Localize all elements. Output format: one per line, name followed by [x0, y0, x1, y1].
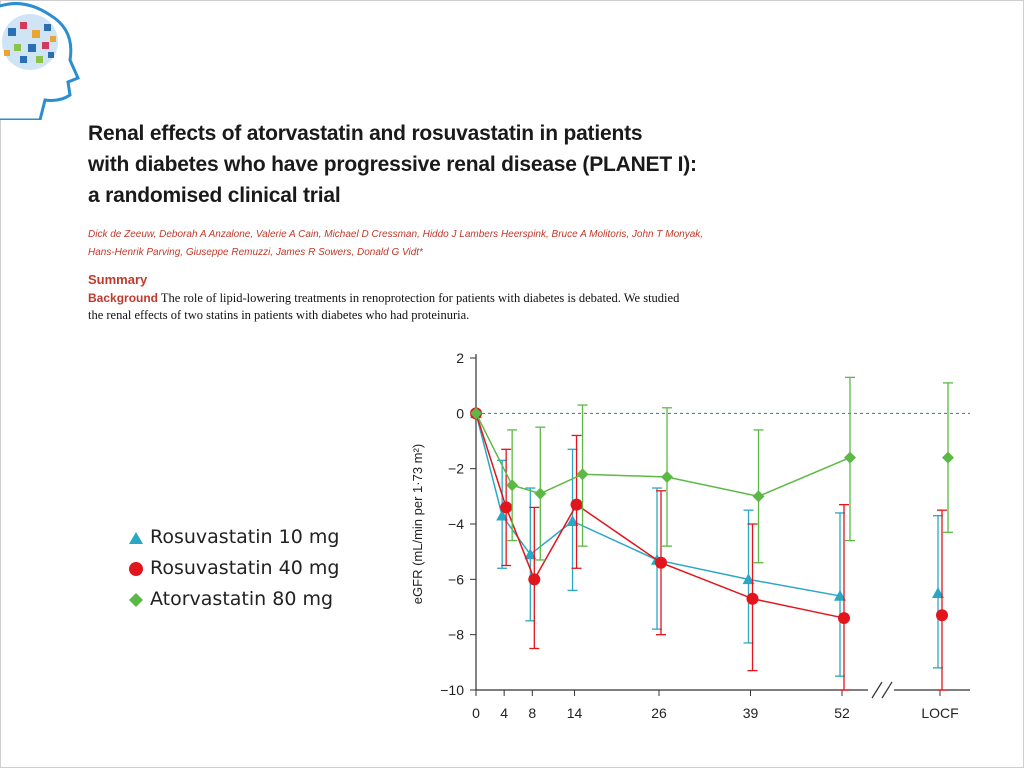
data-point-triangle — [932, 587, 944, 598]
data-point-circle — [655, 556, 667, 569]
data-point-circle — [500, 501, 513, 514]
egfr-chart: 2 0 −2 −4 −6 −8 −10 0 4 8 14 26 39 52 LOCF eGFR (mL/min… — [410, 350, 970, 721]
series-line — [475, 412, 851, 498]
x-tick-label: 0 — [472, 705, 480, 721]
x-tick-label: LOCF — [921, 705, 958, 721]
data-point-triangle — [742, 573, 755, 585]
data-point-circle — [746, 592, 759, 605]
data-point-triangle — [566, 515, 579, 527]
data-point-diamond — [661, 470, 673, 483]
legend-label: Rosuvastatin 10 mg — [150, 526, 340, 548]
background-label: Background — [88, 291, 159, 305]
title-line: a randomised clinical trial — [88, 184, 341, 207]
y-tick-label: 2 — [456, 350, 464, 366]
author-list: Dick de Zeeuw, Deborah A Anzalone, Valer… — [88, 226, 768, 262]
paper-title: Renal effects of atorvastatin and rosuva… — [88, 118, 788, 211]
legend-item-rosuvastatin-10: Rosuvastatin 10 mg — [128, 522, 339, 553]
y-tick-label: −8 — [448, 627, 464, 643]
x-tick-label: 14 — [567, 705, 583, 721]
axis-break-mark — [871, 681, 883, 699]
data-point-diamond — [470, 407, 482, 420]
y-tick-label: 0 — [456, 405, 464, 421]
data-point-diamond — [576, 468, 589, 481]
data-point-diamond — [534, 487, 547, 500]
triangle-marker-icon — [129, 531, 143, 544]
data-point-circle — [838, 612, 850, 625]
y-tick-label: −4 — [448, 516, 464, 532]
background-line: the renal effects of two statins in pati… — [88, 308, 470, 322]
circle-marker-icon — [129, 561, 143, 576]
data-point-circle — [570, 498, 583, 511]
x-tick-label: 39 — [743, 705, 759, 721]
title-line: with diabetes who have progressive renal… — [88, 153, 697, 176]
chart-legend: Rosuvastatin 10 mg Rosuvastatin 40 mg At… — [128, 522, 339, 615]
author-line: Dick de Zeeuw, Deborah A Anzalone, Valer… — [88, 229, 704, 240]
axis-break-mark — [881, 681, 893, 699]
y-axis-label: eGFR (mL/min per 1·73 m²) — [410, 444, 425, 604]
data-point-circle — [936, 609, 948, 622]
data-point-triangle — [496, 509, 509, 521]
background-text: The role of lipid-lowering treatments in… — [160, 291, 680, 305]
data-point-diamond — [942, 451, 954, 464]
legend-label: Rosuvastatin 40 mg — [150, 557, 340, 579]
diamond-marker-icon — [129, 592, 143, 607]
x-tick-label: 8 — [528, 705, 536, 721]
data-point-diamond — [506, 479, 519, 492]
data-point-circle — [528, 573, 541, 586]
data-point-triangle — [524, 548, 537, 560]
legend-label: Atorvastatin 80 mg — [150, 588, 334, 610]
title-line: Renal effects of atorvastatin and rosuva… — [88, 122, 643, 145]
background-paragraph: Background The role of lipid-lowering tr… — [88, 290, 768, 324]
data-point-diamond — [844, 451, 856, 464]
x-tick-label: 26 — [651, 705, 667, 721]
background-line: Background The role of lipid-lowering tr… — [88, 290, 768, 307]
data-point-diamond — [752, 490, 765, 503]
y-tick-label: −6 — [448, 571, 464, 587]
data-point-triangle — [834, 589, 846, 601]
y-tick-label: −2 — [448, 461, 464, 477]
legend-item-atorvastatin-80: Atorvastatin 80 mg — [128, 584, 339, 615]
x-tick-label: 52 — [834, 705, 850, 721]
author-line: Hans-Henrik Parving, Giuseppe Remuzzi, J… — [88, 247, 423, 258]
y-tick-label: −10 — [440, 682, 464, 698]
x-tick-label: 4 — [500, 705, 508, 721]
summary-heading: Summary — [88, 272, 148, 287]
brain-head-icon — [0, 2, 81, 120]
legend-item-rosuvastatin-40: Rosuvastatin 40 mg — [128, 553, 339, 584]
